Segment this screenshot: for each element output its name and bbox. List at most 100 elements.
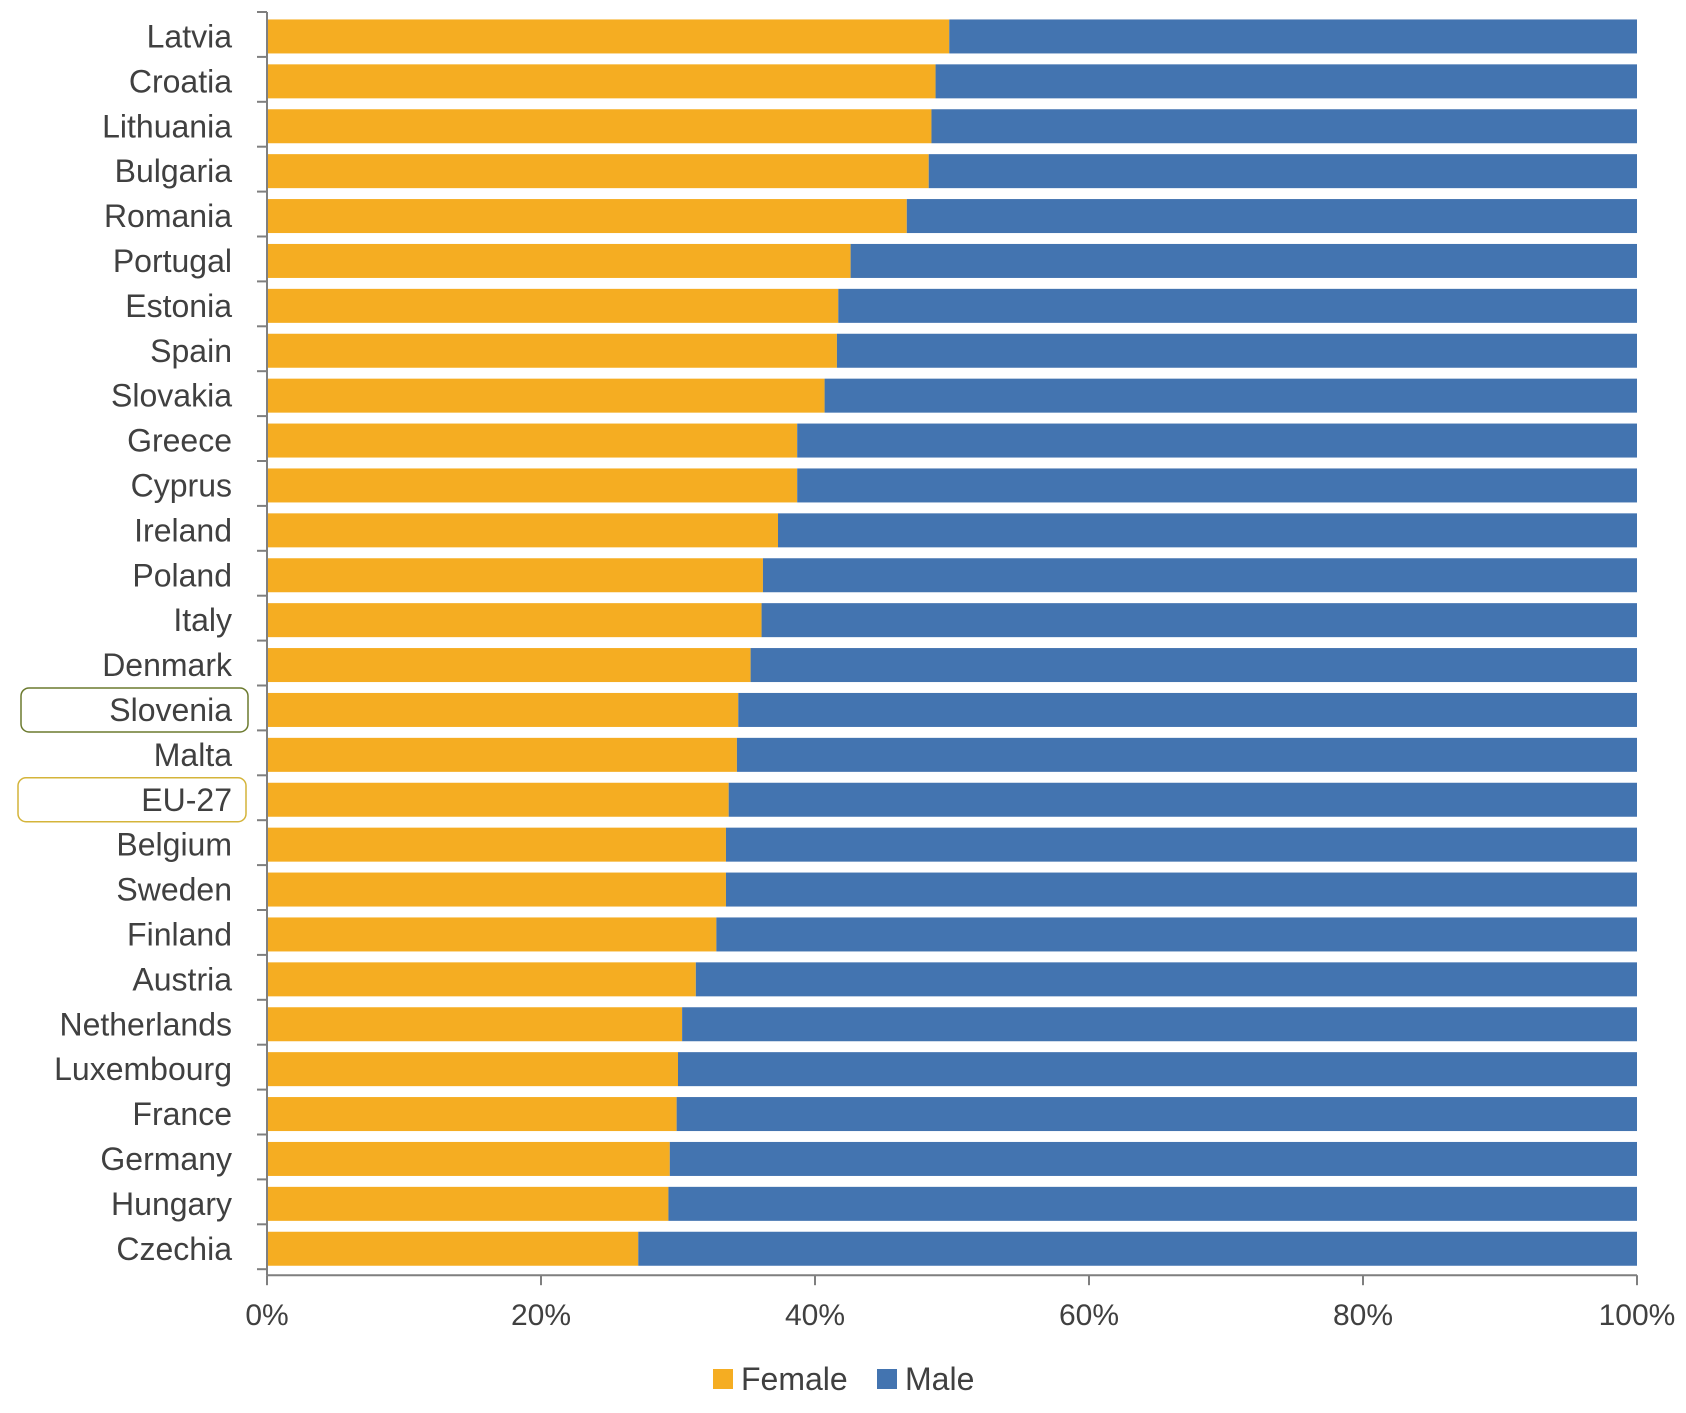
bar-male-croatia bbox=[935, 64, 1637, 99]
bar-male-hungary bbox=[668, 1186, 1637, 1221]
bar-male-lithuania bbox=[931, 109, 1637, 144]
bar-female-germany bbox=[267, 1141, 670, 1176]
bar-female-luxembourg bbox=[267, 1052, 678, 1087]
bar-male-ireland bbox=[778, 513, 1637, 548]
bar-male-spain bbox=[836, 333, 1637, 368]
bar-male-belgium bbox=[725, 827, 1637, 862]
category-label-greece: Greece bbox=[127, 423, 232, 459]
legend-swatch-male bbox=[877, 1369, 897, 1389]
category-label-luxembourg: Luxembourg bbox=[54, 1051, 232, 1087]
category-label-belgium: Belgium bbox=[116, 827, 232, 863]
bar-female-netherlands bbox=[267, 1007, 683, 1042]
bar-male-czechia bbox=[638, 1231, 1637, 1266]
legend-label-male: Male bbox=[905, 1361, 974, 1397]
bar-male-sweden bbox=[725, 872, 1637, 907]
category-labels: Latvia Croatia Lithuania Bulgaria Romania Por… bbox=[54, 18, 233, 1266]
x-tick-label-20pct: 20% bbox=[511, 1299, 571, 1332]
x-axis-tick-labels: 0% 20% 40% 60% 80% 100% bbox=[245, 1299, 1675, 1332]
category-label-eu-27: EU-27 bbox=[141, 782, 232, 818]
category-label-romania: Romania bbox=[104, 198, 232, 234]
bar-female-greece bbox=[267, 423, 798, 458]
bar-male-slovakia bbox=[824, 378, 1637, 413]
bar-male-denmark bbox=[750, 648, 1637, 683]
category-label-hungary: Hungary bbox=[111, 1186, 232, 1222]
bar-male-germany bbox=[669, 1141, 1637, 1176]
bar-female-romania bbox=[267, 199, 907, 234]
legend-label-female: Female bbox=[741, 1361, 848, 1397]
bar-female-sweden bbox=[267, 872, 726, 907]
bar-male-slovenia bbox=[738, 692, 1637, 727]
category-label-croatia: Croatia bbox=[129, 63, 232, 99]
bar-female-hungary bbox=[267, 1186, 669, 1221]
bar-female-ireland bbox=[267, 513, 779, 548]
bar-female-denmark bbox=[267, 648, 751, 683]
bar-male-france bbox=[676, 1097, 1637, 1132]
category-label-latvia: Latvia bbox=[147, 18, 233, 54]
bar-female-finland bbox=[267, 917, 717, 952]
bar-male-bulgaria bbox=[928, 154, 1637, 189]
category-label-denmark: Denmark bbox=[102, 647, 233, 683]
bar-male-netherlands bbox=[682, 1007, 1637, 1042]
bar-male-latvia bbox=[949, 19, 1637, 54]
category-label-poland: Poland bbox=[132, 557, 232, 593]
category-label-germany: Germany bbox=[100, 1141, 232, 1177]
bar-male-luxembourg bbox=[678, 1052, 1637, 1087]
category-label-malta: Malta bbox=[154, 737, 232, 773]
bar-male-malta bbox=[736, 737, 1637, 772]
bar-female-belgium bbox=[267, 827, 726, 862]
axis-layer bbox=[257, 11, 1638, 1286]
x-tick-label-0pct: 0% bbox=[245, 1299, 288, 1332]
category-label-sweden: Sweden bbox=[116, 872, 232, 908]
bar-female-spain bbox=[267, 333, 837, 368]
bars-layer bbox=[267, 19, 1637, 1266]
bar-male-eu-27 bbox=[728, 782, 1637, 817]
bar-female-croatia bbox=[267, 64, 936, 99]
bar-female-lithuania bbox=[267, 109, 932, 144]
bar-male-estonia bbox=[838, 288, 1637, 323]
highlight-box-eu-27 bbox=[17, 777, 247, 823]
bar-female-france bbox=[267, 1097, 677, 1132]
bar-male-romania bbox=[906, 199, 1637, 234]
bar-female-czechia bbox=[267, 1231, 639, 1266]
bar-male-poland bbox=[762, 558, 1637, 593]
bar-female-malta bbox=[267, 737, 737, 772]
bar-male-cyprus bbox=[797, 468, 1637, 503]
category-label-austria: Austria bbox=[132, 961, 232, 997]
bar-female-italy bbox=[267, 603, 762, 638]
category-label-ireland: Ireland bbox=[134, 512, 232, 548]
legend: Female Male bbox=[713, 1361, 974, 1397]
x-tick-label-60pct: 60% bbox=[1059, 1299, 1119, 1332]
bar-female-latvia bbox=[267, 19, 950, 54]
bar-male-italy bbox=[761, 603, 1637, 638]
bar-female-slovenia bbox=[267, 692, 739, 727]
bar-male-portugal bbox=[850, 243, 1637, 278]
category-label-slovenia: Slovenia bbox=[109, 692, 232, 728]
category-label-france: France bbox=[132, 1096, 232, 1132]
bar-female-austria bbox=[267, 962, 696, 997]
x-tick-label-80pct: 80% bbox=[1333, 1299, 1393, 1332]
bar-male-greece bbox=[797, 423, 1637, 458]
category-label-czechia: Czechia bbox=[116, 1231, 232, 1267]
bar-female-poland bbox=[267, 558, 763, 593]
bar-female-bulgaria bbox=[267, 154, 929, 189]
category-label-netherlands: Netherlands bbox=[59, 1006, 232, 1042]
legend-swatch-female bbox=[713, 1369, 733, 1389]
category-label-spain: Spain bbox=[150, 333, 232, 369]
highlight-box-slovenia bbox=[20, 687, 249, 733]
bar-female-eu-27 bbox=[267, 782, 729, 817]
category-label-portugal: Portugal bbox=[113, 243, 232, 279]
bar-female-estonia bbox=[267, 288, 839, 323]
bar-female-cyprus bbox=[267, 468, 798, 503]
category-label-slovakia: Slovakia bbox=[111, 378, 232, 414]
x-tick-label-40pct: 40% bbox=[785, 1299, 845, 1332]
bar-male-finland bbox=[716, 917, 1637, 952]
category-label-italy: Italy bbox=[173, 602, 232, 638]
category-label-estonia: Estonia bbox=[125, 288, 232, 324]
x-tick-label-100pct: 100% bbox=[1599, 1299, 1676, 1332]
category-label-bulgaria: Bulgaria bbox=[115, 153, 233, 189]
bar-female-portugal bbox=[267, 243, 851, 278]
category-label-cyprus: Cyprus bbox=[131, 467, 232, 503]
bar-female-slovakia bbox=[267, 378, 825, 413]
